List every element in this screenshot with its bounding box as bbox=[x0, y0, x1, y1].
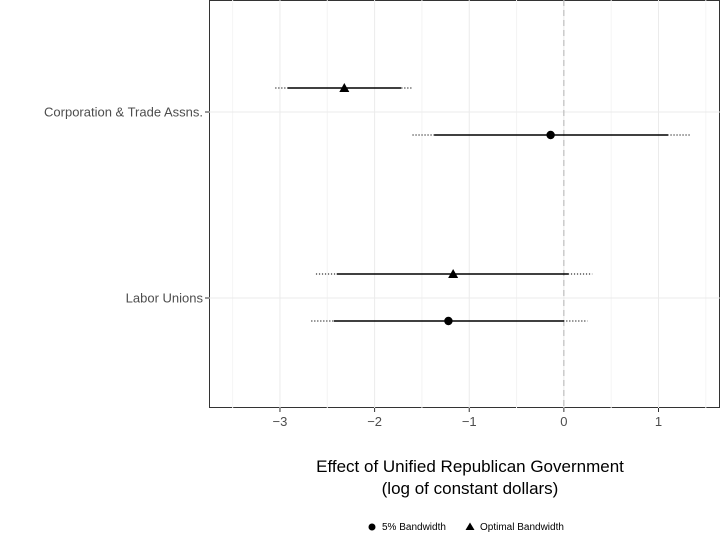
point-estimate-triangle bbox=[448, 269, 459, 278]
x-tick-label: −1 bbox=[462, 414, 477, 429]
x-tick-label: 1 bbox=[655, 414, 662, 429]
x-tick-label: 0 bbox=[560, 414, 567, 429]
y-axis: Corporation & Trade Assns. Labor Unions bbox=[44, 105, 209, 306]
x-tick-label: −2 bbox=[367, 414, 382, 429]
grid-lines bbox=[209, 0, 720, 408]
legend-key-triangle bbox=[465, 522, 475, 530]
point-estimate-circle bbox=[546, 130, 555, 140]
point-estimate-circle bbox=[444, 316, 453, 326]
plot-area bbox=[209, 0, 720, 408]
legend: 5% Bandwidth Optimal Bandwidth bbox=[368, 522, 564, 533]
x-axis-label-line-2: (log of constant dollars) bbox=[382, 479, 559, 498]
data-marks bbox=[275, 83, 691, 326]
legend-label: Optimal Bandwidth bbox=[480, 522, 564, 533]
y-category-label: Labor Unions bbox=[126, 291, 204, 306]
y-category-label: Corporation & Trade Assns. bbox=[44, 105, 203, 120]
x-axis-label-line-1: Effect of Unified Republican Government bbox=[316, 457, 624, 476]
x-axis: −3 −2 −1 0 1 bbox=[273, 408, 662, 429]
point-estimate-triangle bbox=[339, 83, 350, 92]
legend-label: 5% Bandwidth bbox=[382, 522, 446, 533]
legend-key-circle bbox=[368, 523, 376, 531]
x-tick-label: −3 bbox=[273, 414, 288, 429]
panel-border bbox=[209, 0, 720, 408]
